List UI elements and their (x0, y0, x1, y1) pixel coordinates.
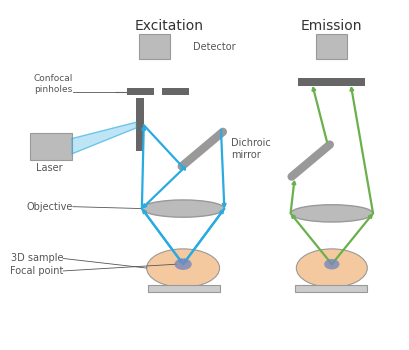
Bar (317, 34, 347, 59)
Ellipse shape (324, 259, 339, 270)
Bar (295, 285, 367, 292)
Text: Detector: Detector (193, 42, 235, 52)
Text: Objective: Objective (27, 202, 73, 212)
Text: Focal point: Focal point (10, 266, 63, 276)
Bar (29, 133, 72, 160)
Bar (298, 78, 365, 86)
Polygon shape (72, 122, 136, 154)
Ellipse shape (142, 200, 225, 217)
Bar (128, 88, 154, 95)
Bar (148, 285, 220, 292)
Bar (139, 34, 170, 59)
Text: Laser: Laser (36, 163, 63, 174)
Bar (136, 98, 144, 151)
Ellipse shape (290, 205, 373, 222)
Text: Excitation: Excitation (134, 19, 203, 33)
Ellipse shape (297, 249, 367, 287)
Ellipse shape (147, 249, 220, 287)
Text: 3D sample: 3D sample (11, 253, 63, 264)
Ellipse shape (175, 258, 192, 270)
Text: Emission: Emission (301, 19, 362, 33)
Text: Confocal
pinholes: Confocal pinholes (34, 74, 73, 93)
Bar (162, 88, 189, 95)
Text: Dichroic
mirror: Dichroic mirror (231, 138, 271, 160)
